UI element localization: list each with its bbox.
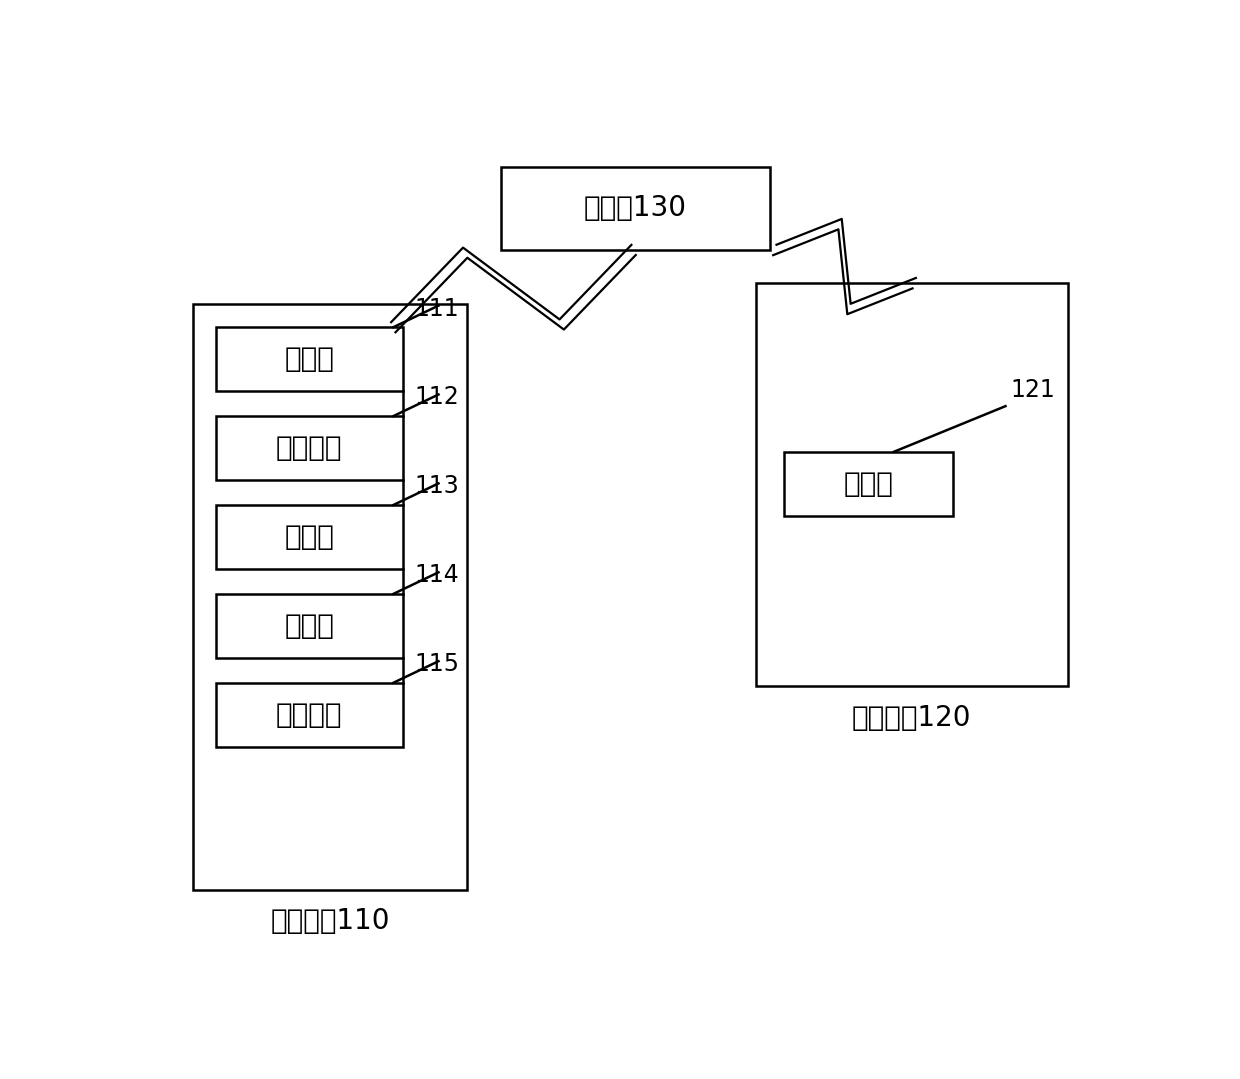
Text: 云平台130: 云平台130 xyxy=(584,194,687,222)
Text: 121: 121 xyxy=(1011,378,1055,402)
Bar xyxy=(216,416,403,480)
Text: 111: 111 xyxy=(414,297,459,320)
Text: 控制器: 控制器 xyxy=(284,612,334,640)
Bar xyxy=(785,452,952,516)
Bar xyxy=(193,304,467,890)
Bar xyxy=(216,505,403,569)
Bar xyxy=(501,167,770,250)
Bar xyxy=(216,683,403,747)
Text: 传感器: 传感器 xyxy=(843,469,894,497)
Bar xyxy=(755,283,1068,686)
Text: 113: 113 xyxy=(414,475,459,498)
Text: 114: 114 xyxy=(414,563,459,587)
Bar xyxy=(216,593,403,658)
Bar xyxy=(216,327,403,392)
Text: 执行机构: 执行机构 xyxy=(277,700,342,728)
Text: 目标车辆110: 目标车辆110 xyxy=(270,907,391,935)
Text: 传感器: 传感器 xyxy=(284,345,334,373)
Text: 112: 112 xyxy=(414,385,459,409)
Text: 存储器: 存储器 xyxy=(284,523,334,551)
Text: 其他车辆120: 其他车辆120 xyxy=(852,704,971,732)
Text: 通信设备: 通信设备 xyxy=(277,434,342,462)
Text: 115: 115 xyxy=(414,652,460,677)
